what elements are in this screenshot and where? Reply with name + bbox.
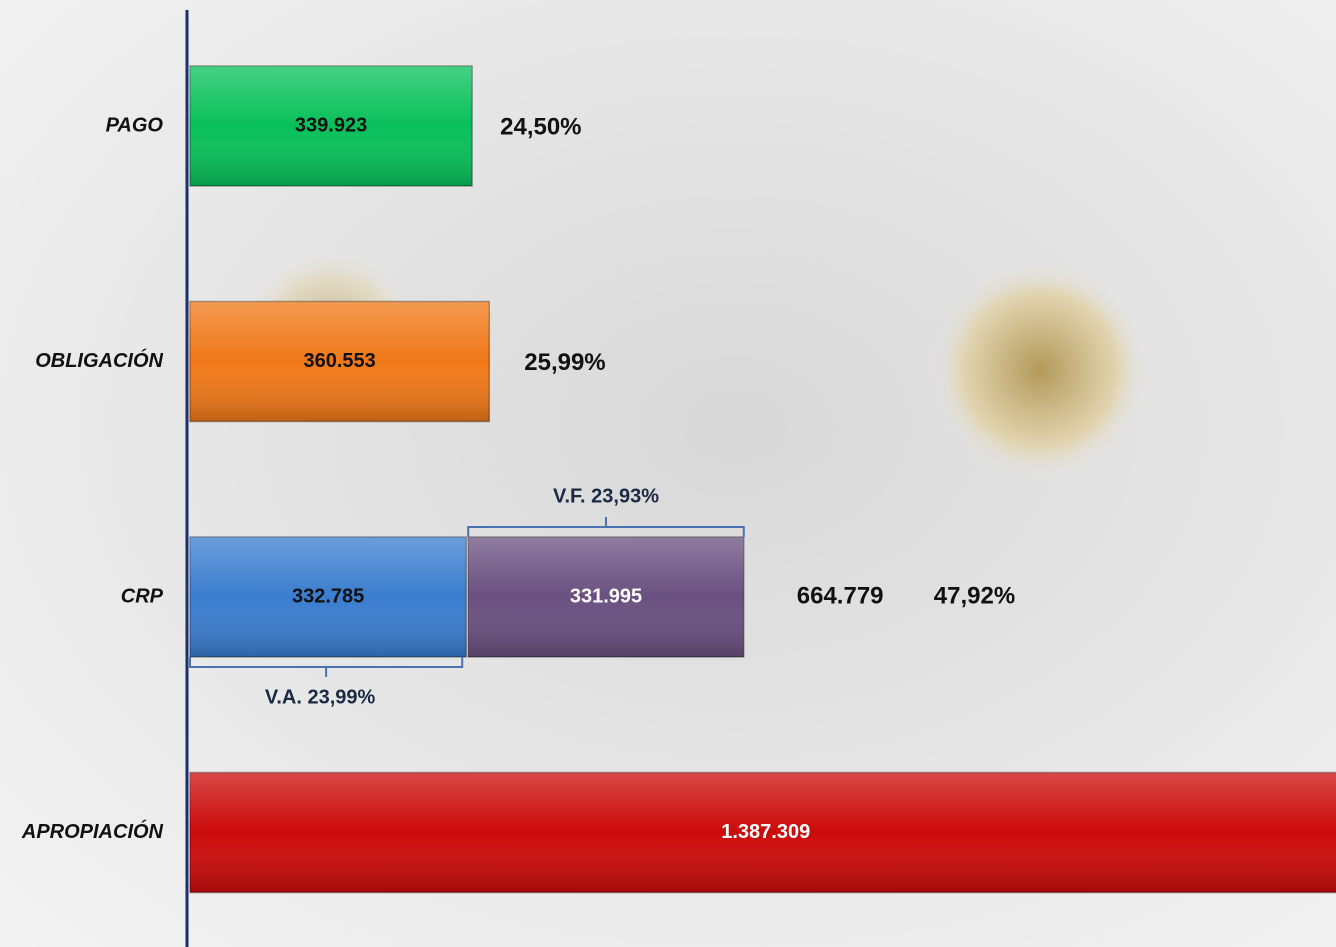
value-label: 1.387.309 xyxy=(721,821,810,843)
value-label: 331.995 xyxy=(570,585,642,607)
bar-shade xyxy=(468,537,744,657)
value-label: 332.785 xyxy=(292,585,364,607)
category-label: CRP xyxy=(121,585,164,607)
total-label: 664.779 xyxy=(797,582,884,609)
bracket-label: V.F. 23,93% xyxy=(553,485,659,507)
share-label: 25,99% xyxy=(524,349,605,376)
bracket-label: V.A. 23,99% xyxy=(265,686,376,708)
value-label: 360.553 xyxy=(303,350,375,372)
bracket xyxy=(189,657,464,677)
bracket xyxy=(467,517,745,537)
background-eye xyxy=(930,260,1150,480)
category-label: OBLIGACIÓN xyxy=(35,348,163,372)
share-label: 47,92% xyxy=(934,582,1015,609)
bar-shade xyxy=(190,301,490,422)
value-label: 339.923 xyxy=(295,114,367,136)
category-label: APROPIACIÓN xyxy=(21,819,164,843)
bar-shade xyxy=(190,537,467,657)
category-label: PAGO xyxy=(106,114,164,136)
bar-shade xyxy=(190,772,1336,893)
bar-shade xyxy=(190,66,473,186)
share-label: 24,50% xyxy=(500,113,581,140)
